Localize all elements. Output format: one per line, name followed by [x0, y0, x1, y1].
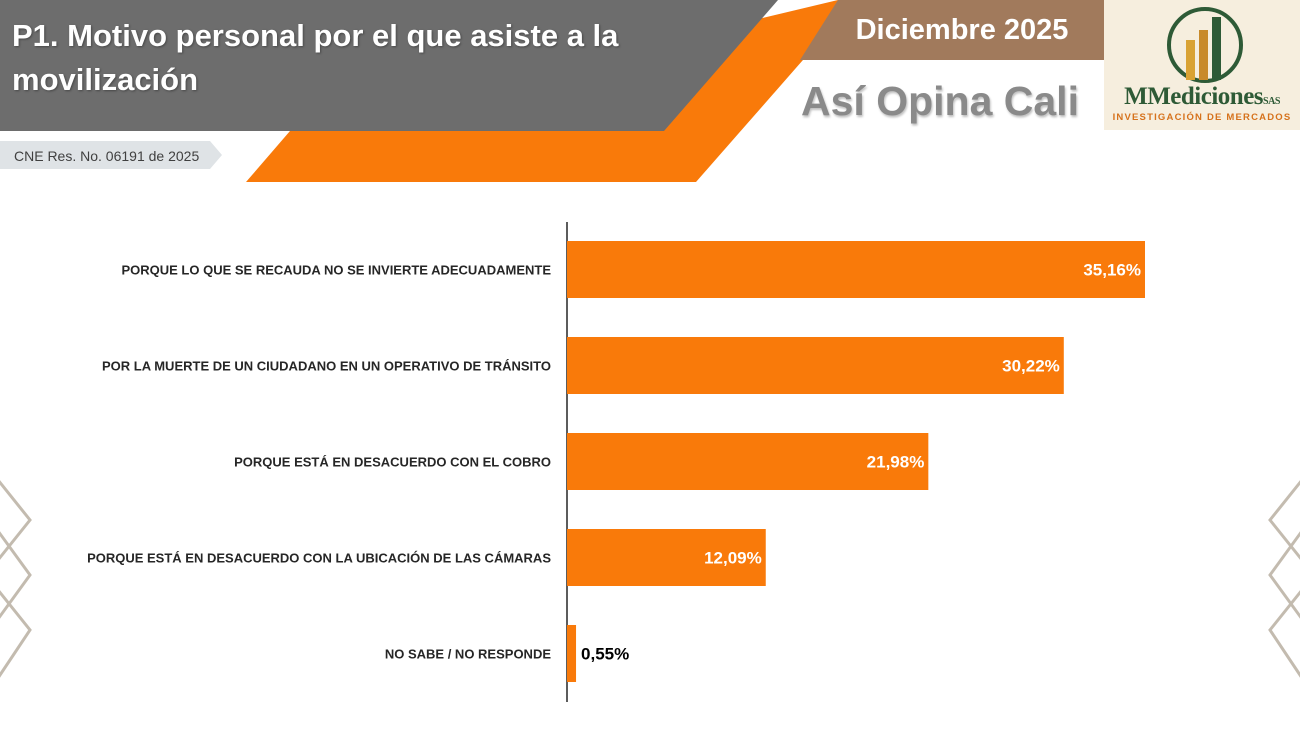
left-diamond-pattern	[0, 480, 32, 678]
brand-suffix: SAS	[1263, 96, 1280, 107]
date-label: Diciembre 2025	[855, 14, 1069, 46]
value-label-4: 12,09%	[704, 549, 762, 568]
brand-tagline: INVESTIGACIÓN DE MERCADOS	[1112, 112, 1292, 123]
bar-3	[567, 433, 929, 490]
subtitle: Así Opina Cali	[801, 78, 1079, 124]
value-label-3: 21,98%	[867, 453, 925, 472]
category-label-2: POR LA MUERTE DE UN CIUDADANO EN UN OPER…	[102, 359, 551, 374]
value-label-2: 30,22%	[1002, 357, 1060, 376]
value-label-5: 0,55%	[581, 645, 629, 664]
cne-tag	[0, 141, 222, 169]
logo-chart-icon	[1167, 7, 1243, 83]
value-label-1: 35,16%	[1083, 261, 1141, 280]
date-banner	[800, 0, 1104, 60]
bar-4	[567, 529, 766, 586]
right-diamond-pattern	[1268, 480, 1300, 678]
brand-name: MMedicionesSAS	[1104, 83, 1300, 111]
category-label-5: NO SABE / NO RESPONDE	[385, 647, 551, 662]
category-label-3: PORQUE ESTÁ EN DESACUERDO CON EL COBRO	[234, 455, 551, 470]
logo	[1104, 0, 1300, 130]
title-banner	[0, 0, 778, 131]
brand-main: MMediciones	[1124, 83, 1264, 110]
bar-5	[567, 625, 577, 682]
cne-resolution: CNE Res. No. 06191 de 2025	[14, 148, 200, 164]
page-title: P1. Motivo personal por el que asiste a …	[12, 18, 619, 97]
category-label-1: PORQUE LO QUE SE RECAUDA NO SE INVIERTE …	[121, 263, 551, 278]
bar-2	[567, 337, 1064, 394]
bar-1	[567, 241, 1145, 298]
category-label-4: PORQUE ESTÁ EN DESACUERDO CON LA UBICACI…	[87, 551, 551, 566]
